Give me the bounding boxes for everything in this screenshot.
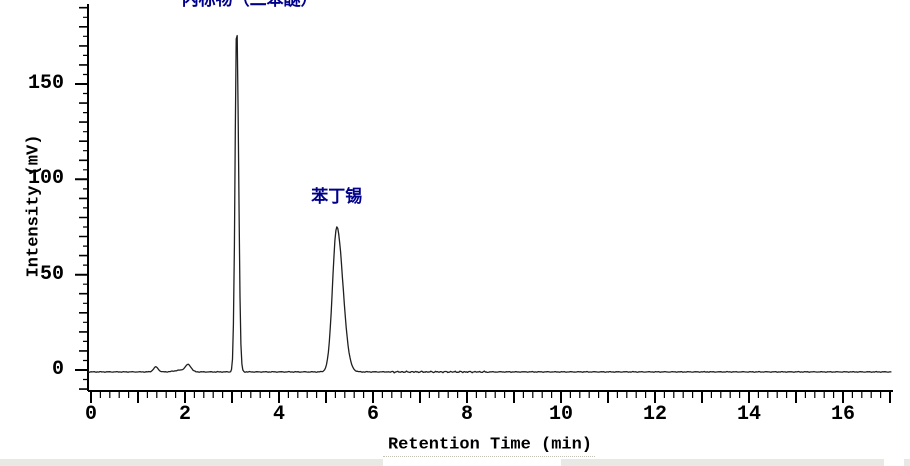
footer-dotted-underline [383,456,595,457]
x-axis-minor-ticks [99,391,882,398]
footer-strip [0,459,910,466]
footer-strip-gap [383,459,561,466]
x-tick-label: 12 [642,403,668,426]
y-axis-mid-ticks [79,6,88,390]
x-tick-label: 2 [178,403,192,426]
x-axis-title: Retention Time (min) [387,435,593,455]
x-axis-major-ticks [90,391,891,403]
y-tick-label: 150 [27,72,64,95]
x-tick-label: 10 [548,403,574,426]
x-tick-label: 16 [830,403,856,426]
chromatogram-trace [87,34,892,374]
y-axis-title: Intensity (mV) [24,134,44,278]
peak-label-internal-standard: 内标物（二苯醚） [182,0,318,9]
x-tick-label: 14 [736,403,762,426]
footer-strip-gap-right [884,459,904,466]
x-tick-label: 6 [366,403,380,426]
peak-label-fenbutatin: 苯丁锡 [311,187,363,207]
y-axis-minor-ticks [83,16,88,381]
x-tick-label: 0 [84,403,98,426]
x-tick-label: 4 [272,403,286,426]
y-tick-label: 50 [39,262,64,286]
x-tick-label: 8 [460,403,474,426]
y-tick-label: 100 [27,167,64,191]
y-tick-label: 0 [51,358,64,381]
y-axis-major-ticks [75,83,88,371]
